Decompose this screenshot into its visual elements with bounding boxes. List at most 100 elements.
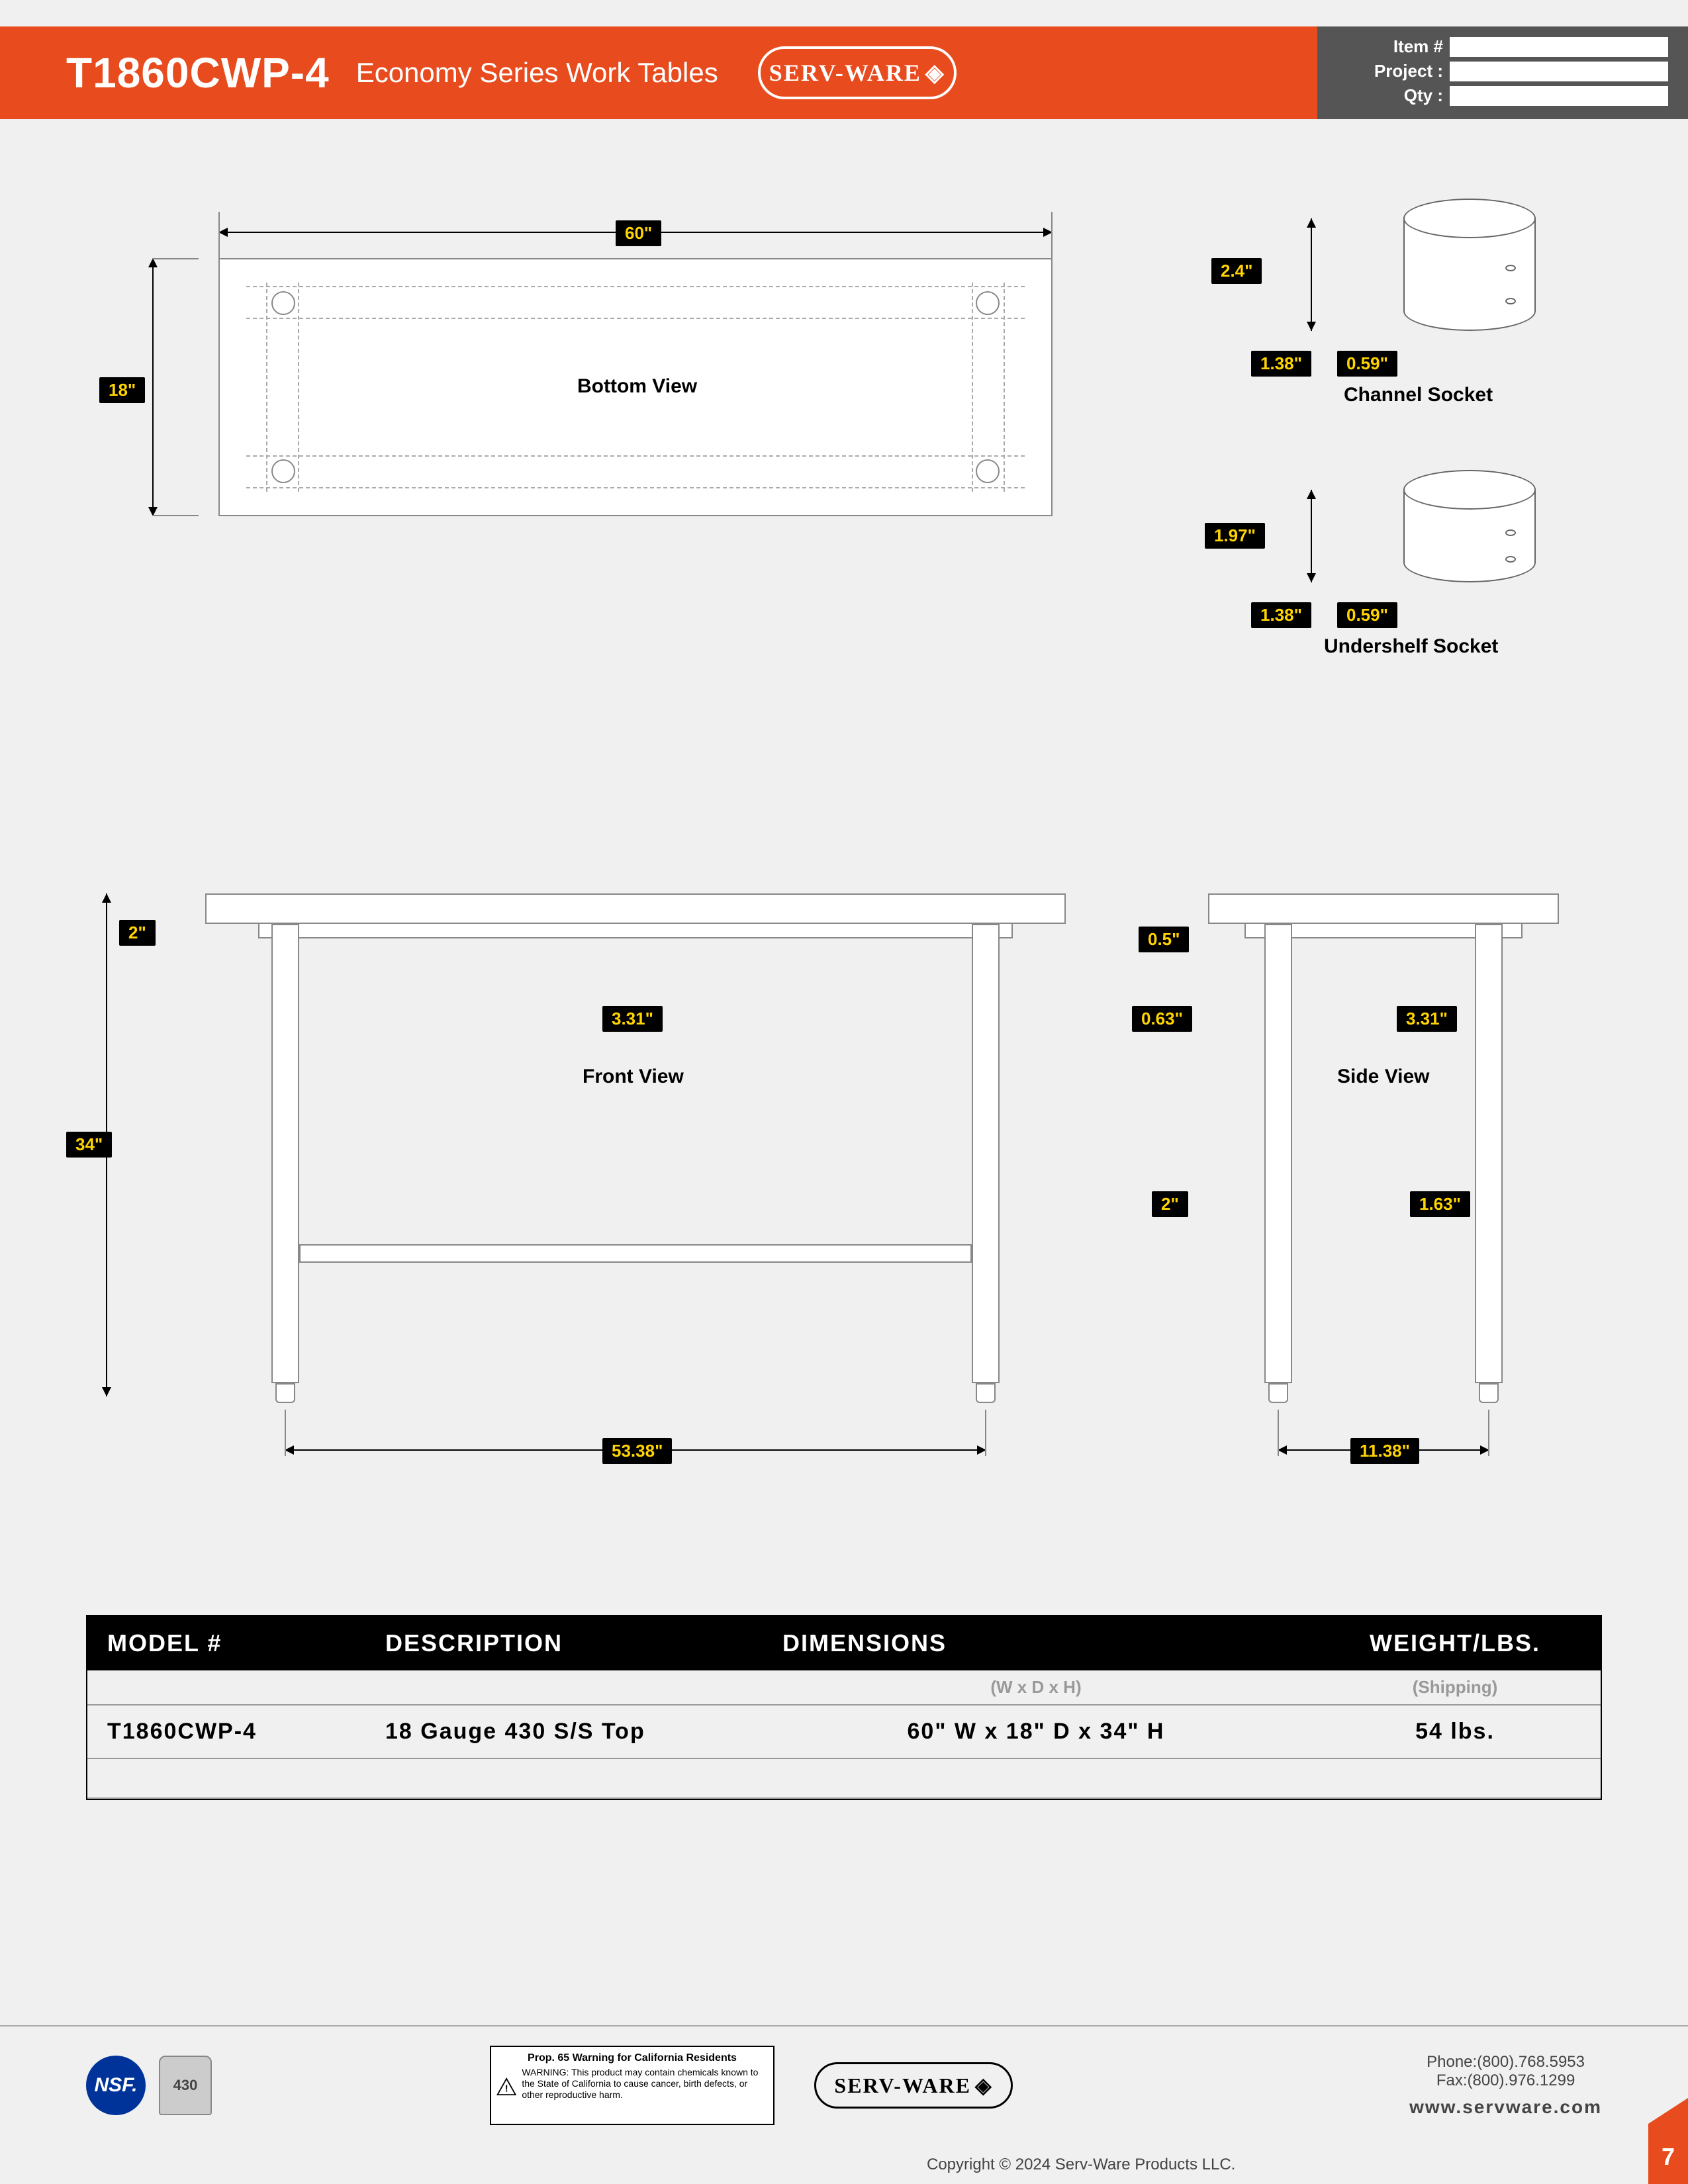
us-d2-label: 0.59" xyxy=(1337,602,1397,628)
brand-logo: SERV-WARE ◈ xyxy=(758,46,957,99)
cell-desc: 18 Gauge 430 S/S Top xyxy=(365,1706,763,1758)
sv-span-ext-l xyxy=(1278,1410,1279,1456)
bv-hole-br xyxy=(976,459,1000,483)
fv-top-thick: 2" xyxy=(119,920,156,946)
qty-field[interactable] xyxy=(1450,86,1668,106)
cyl-hole-1 xyxy=(1505,529,1516,536)
footer-fax: Fax:(800).976.1299 xyxy=(1409,2071,1602,2090)
fv-skirt xyxy=(258,924,1013,938)
warning-triangle-icon: ! xyxy=(496,2067,516,2107)
sv-foot-left xyxy=(1268,1383,1288,1403)
footer-web: www.servware.com xyxy=(1409,2097,1602,2118)
steel-badge: 430 xyxy=(159,2056,212,2115)
fv-top xyxy=(205,893,1066,924)
footer-copyright: Copyright © 2024 Serv-Ware Products LLC. xyxy=(927,2156,1235,2174)
front-view-label: Front View xyxy=(583,1066,684,1088)
project-field[interactable] xyxy=(1450,62,1668,81)
us-h-dim xyxy=(1311,490,1312,582)
bv-ext-t xyxy=(152,258,199,259)
item-label: Item # xyxy=(1337,36,1443,57)
us-h-label: 1.97" xyxy=(1205,523,1265,549)
undershelf-socket: 1.97" 1.38" 0.59" Undershelf Socket xyxy=(1192,470,1589,682)
bv-ext-b xyxy=(152,515,199,516)
table-row: T1860CWP-4 18 Gauge 430 S/S Top 60" W x … xyxy=(87,1706,1601,1759)
bv-ext-l xyxy=(218,212,220,258)
bv-hole-tl xyxy=(271,291,295,315)
cyl-hole-2 xyxy=(1505,556,1516,563)
sub-weight: (Shipping) xyxy=(1309,1670,1601,1704)
header-info-box: Item # Project : Qty : xyxy=(1317,26,1688,119)
table-subheader: (W x D x H) (Shipping) xyxy=(87,1670,1601,1706)
bv-depth-label: 18" xyxy=(99,377,145,403)
project-label: Project : xyxy=(1337,61,1443,81)
model-number: T1860CWP-4 xyxy=(66,48,330,97)
sv-a: 0.5" xyxy=(1139,927,1189,952)
fv-shelf-label: 3.31" xyxy=(602,1006,663,1032)
svg-text:!: ! xyxy=(505,2083,508,2095)
series-title: Economy Series Work Tables xyxy=(356,57,718,89)
badge430-text: 430 xyxy=(173,2077,198,2094)
cyl-top xyxy=(1403,470,1536,510)
qty-row: Qty : xyxy=(1337,85,1668,106)
fv-span-label: 53.38" xyxy=(602,1438,672,1464)
channel-socket-label: Channel Socket xyxy=(1344,384,1493,406)
project-row: Project : xyxy=(1337,61,1668,81)
footer: NSF. 430 Prop. 65 Warning for California… xyxy=(0,2025,1688,2144)
footer-brand-text: SERV-WARE xyxy=(834,2073,971,2098)
sv-span-label: 11.38" xyxy=(1350,1438,1419,1464)
bv-hole-bl xyxy=(271,459,295,483)
th-desc: DESCRIPTION xyxy=(365,1616,763,1670)
us-d1-label: 1.38" xyxy=(1251,602,1311,628)
bottom-view-label: Bottom View xyxy=(577,375,697,398)
fv-leg-right xyxy=(972,924,1000,1383)
item-field[interactable] xyxy=(1450,37,1668,57)
bv-rail-bot xyxy=(246,455,1025,488)
cs-cylinder xyxy=(1403,199,1536,331)
channel-socket: 2.4" 1.38" 0.59" Channel Socket xyxy=(1192,199,1589,410)
sv-leg-left xyxy=(1264,924,1292,1383)
bottom-view: Bottom View xyxy=(218,258,1053,516)
sub-blank1 xyxy=(87,1670,365,1704)
front-view: 3.31" Front View xyxy=(218,893,1053,1423)
brand-text: SERV-WARE xyxy=(769,59,921,87)
prop65-title: Prop. 65 Warning for California Resident… xyxy=(496,2052,768,2064)
item-row: Item # xyxy=(1337,36,1668,57)
nsf-badge: NSF. xyxy=(86,2056,146,2115)
table-header: MODEL # DESCRIPTION DIMENSIONS WEIGHT/LB… xyxy=(87,1616,1601,1670)
cell-weight: 54 lbs. xyxy=(1309,1706,1601,1758)
bv-hole-tr xyxy=(976,291,1000,315)
footer-brand-logo: SERV-WARE ◈ xyxy=(814,2062,1013,2109)
diamond-icon: ◈ xyxy=(925,59,945,87)
sub-dims: (W x D x H) xyxy=(763,1670,1309,1704)
cs-d1-label: 1.38" xyxy=(1251,351,1311,377)
sv-d: 2" xyxy=(1152,1191,1188,1217)
fv-foot-left xyxy=(275,1383,295,1403)
fv-span-ext-r xyxy=(985,1410,986,1456)
spec-table: MODEL # DESCRIPTION DIMENSIONS WEIGHT/LB… xyxy=(86,1615,1602,1800)
fv-leg-left xyxy=(271,924,299,1383)
sv-leg-right xyxy=(1475,924,1503,1383)
cyl-top xyxy=(1403,199,1536,238)
cell-model: T1860CWP-4 xyxy=(87,1706,365,1758)
cyl-hole-1 xyxy=(1505,265,1516,271)
sv-span-ext-r xyxy=(1488,1410,1489,1456)
undershelf-socket-label: Undershelf Socket xyxy=(1324,635,1498,658)
diamond-icon: ◈ xyxy=(975,2073,993,2098)
qty-label: Qty : xyxy=(1337,85,1443,106)
table-empty-row xyxy=(87,1759,1601,1799)
bv-rail-top xyxy=(246,286,1025,319)
sv-top xyxy=(1208,893,1559,924)
fv-height-label: 34" xyxy=(66,1132,112,1158)
sv-c: 3.31" xyxy=(1397,1006,1457,1032)
bv-ext-r xyxy=(1051,212,1053,258)
side-view-label: Side View xyxy=(1337,1066,1430,1088)
th-model: MODEL # xyxy=(87,1616,365,1670)
th-weight: WEIGHT/LBS. xyxy=(1309,1616,1601,1670)
fv-foot-right xyxy=(976,1383,996,1403)
cyl-hole-2 xyxy=(1505,298,1516,304)
sv-e: 1.63" xyxy=(1410,1191,1470,1217)
bv-width-label: 60" xyxy=(616,220,661,246)
cell-dims: 60" W x 18" D x 34" H xyxy=(763,1706,1309,1758)
sv-foot-right xyxy=(1479,1383,1499,1403)
cs-h-dim xyxy=(1311,218,1312,331)
